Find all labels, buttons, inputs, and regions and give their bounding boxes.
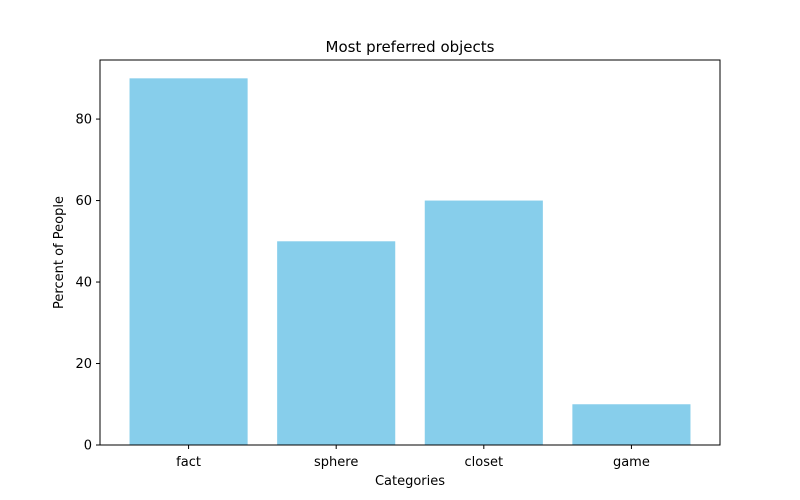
x-axis-ticks: fact sphere closet game <box>176 445 650 470</box>
y-tick-label: 80 <box>75 113 92 128</box>
bar-sphere <box>277 241 396 445</box>
y-axis-ticks: 0 20 40 60 80 <box>75 113 100 454</box>
y-tick-label: 40 <box>75 276 92 291</box>
x-tick-label-closet: closet <box>465 455 504 470</box>
y-axis-label: Percent of People <box>52 196 67 309</box>
x-axis-label: Categories <box>375 474 445 489</box>
y-tick-label: 20 <box>75 357 92 372</box>
bars-layer <box>129 78 691 445</box>
y-tick-label: 60 <box>75 194 92 209</box>
x-tick-label-game: game <box>613 455 650 470</box>
bar-game <box>572 404 691 445</box>
plot-frame <box>99 59 721 446</box>
x-tick-label-sphere: sphere <box>314 455 358 470</box>
chart-title: Most preferred objects <box>326 38 495 56</box>
x-tick-label-fact: fact <box>176 455 201 470</box>
y-tick-label: 0 <box>84 439 92 454</box>
bar-closet <box>424 200 543 445</box>
bar-fact <box>129 78 248 445</box>
